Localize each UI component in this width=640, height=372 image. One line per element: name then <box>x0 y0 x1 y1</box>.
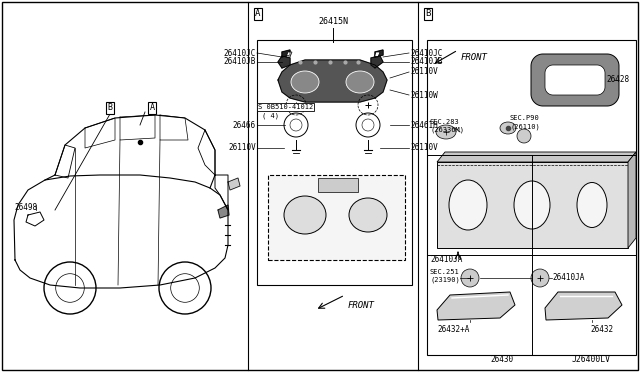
Polygon shape <box>228 178 240 190</box>
Circle shape <box>461 269 479 287</box>
Ellipse shape <box>284 196 326 234</box>
Text: FRONT: FRONT <box>461 54 488 62</box>
Polygon shape <box>278 56 290 68</box>
Polygon shape <box>531 54 619 106</box>
Text: SEC.P90: SEC.P90 <box>510 115 540 121</box>
Text: 26466: 26466 <box>233 121 256 129</box>
Text: 26430: 26430 <box>490 356 513 365</box>
Bar <box>318 178 358 192</box>
Ellipse shape <box>291 71 319 93</box>
Text: B: B <box>426 10 431 19</box>
Polygon shape <box>374 52 380 57</box>
Bar <box>437 162 628 248</box>
Polygon shape <box>437 152 636 162</box>
Polygon shape <box>282 50 290 57</box>
Bar <box>268 175 405 260</box>
Text: A: A <box>255 10 260 19</box>
Text: (26336M): (26336M) <box>430 127 464 133</box>
Polygon shape <box>545 65 605 95</box>
Text: 26110W: 26110W <box>410 90 438 99</box>
Ellipse shape <box>346 71 374 93</box>
Text: (23190): (23190) <box>430 277 460 283</box>
Text: 26410JC: 26410JC <box>410 48 442 58</box>
Text: 26110V: 26110V <box>410 144 438 153</box>
Circle shape <box>531 269 549 287</box>
Ellipse shape <box>500 122 516 134</box>
Circle shape <box>517 129 531 143</box>
Text: 26432+A: 26432+A <box>437 326 469 334</box>
Ellipse shape <box>349 198 387 232</box>
Text: 26461H: 26461H <box>410 121 438 129</box>
Text: S 0B510-41012: S 0B510-41012 <box>258 104 313 110</box>
Text: ( 4): ( 4) <box>262 113 279 119</box>
Polygon shape <box>218 205 229 218</box>
Polygon shape <box>286 52 292 57</box>
Text: 26410JA: 26410JA <box>552 273 584 282</box>
Text: FRONT: FRONT <box>348 301 375 310</box>
Ellipse shape <box>449 180 487 230</box>
Text: 26110V: 26110V <box>228 144 256 153</box>
Text: B: B <box>108 103 113 112</box>
Text: (26110): (26110) <box>510 124 540 130</box>
Polygon shape <box>628 152 636 248</box>
Ellipse shape <box>577 183 607 228</box>
Polygon shape <box>375 50 383 57</box>
Polygon shape <box>26 212 44 226</box>
Text: 26415N: 26415N <box>318 17 348 26</box>
Text: 26432: 26432 <box>590 326 613 334</box>
Text: J26400LV: J26400LV <box>572 356 611 365</box>
Polygon shape <box>278 60 387 102</box>
Text: 26110V: 26110V <box>410 67 438 77</box>
Polygon shape <box>545 292 622 320</box>
Text: A: A <box>150 103 154 112</box>
Text: 26410JB: 26410JB <box>410 58 442 67</box>
Ellipse shape <box>514 181 550 229</box>
Text: 26428: 26428 <box>607 76 630 84</box>
Bar <box>257 40 412 285</box>
Polygon shape <box>371 56 383 68</box>
Text: 26410JB: 26410JB <box>223 58 256 67</box>
Ellipse shape <box>436 125 456 139</box>
Text: 26410JC: 26410JC <box>223 48 256 58</box>
Text: 26498: 26498 <box>14 203 37 212</box>
Text: 26410JA: 26410JA <box>430 256 462 264</box>
Text: SEC.283: SEC.283 <box>430 119 460 125</box>
Polygon shape <box>437 292 515 320</box>
Bar <box>427 40 636 355</box>
Text: SEC.251: SEC.251 <box>430 269 460 275</box>
